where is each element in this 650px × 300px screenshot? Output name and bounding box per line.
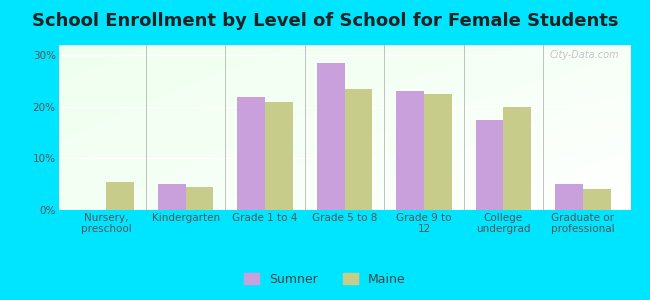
Bar — [583, 189, 610, 210]
Bar — [317, 63, 345, 210]
Bar — [158, 184, 186, 210]
Bar — [424, 94, 452, 210]
Bar — [265, 102, 293, 210]
Bar — [344, 89, 372, 210]
Bar — [186, 187, 213, 210]
Legend: Sumner, Maine: Sumner, Maine — [239, 268, 411, 291]
Text: School Enrollment by Level of School for Female Students: School Enrollment by Level of School for… — [32, 12, 618, 30]
Bar — [555, 184, 583, 210]
Bar — [396, 92, 424, 210]
Bar — [503, 107, 531, 210]
Bar — [237, 97, 265, 210]
Bar — [106, 182, 134, 210]
Bar — [476, 120, 503, 210]
Text: City-Data.com: City-Data.com — [549, 50, 619, 60]
